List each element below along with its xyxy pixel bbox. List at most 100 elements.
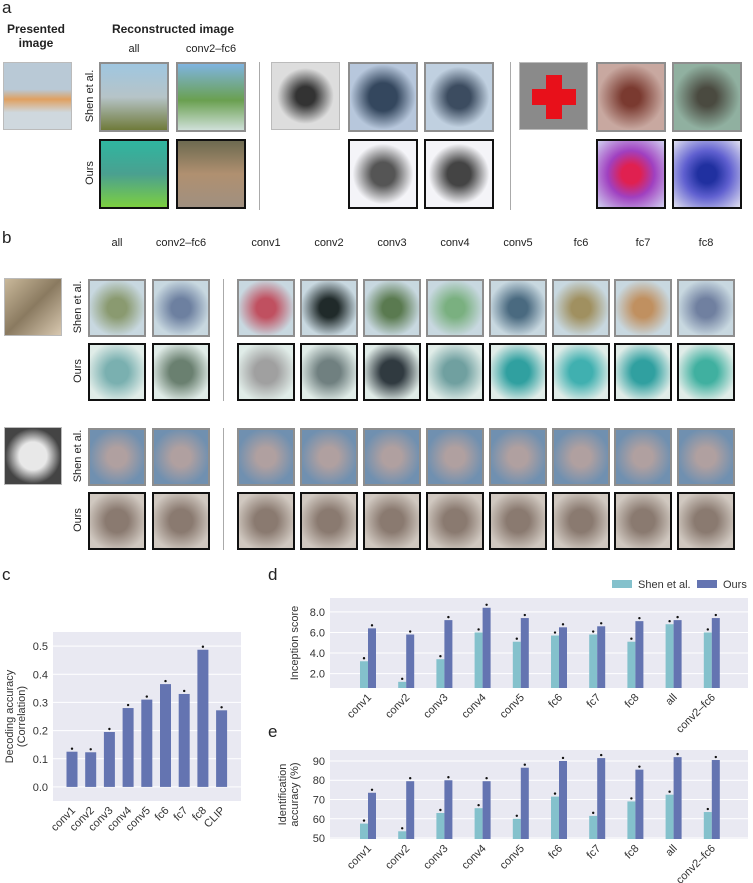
data-point	[362, 657, 366, 660]
recon-ours-fc8	[677, 343, 735, 401]
bar-shen-conv5	[512, 818, 521, 839]
data-point	[676, 752, 679, 756]
bar-shen-fc8	[627, 641, 636, 688]
recon-shen-fc8	[677, 279, 735, 337]
data-point	[523, 763, 526, 766]
bar-shen-conv4	[474, 632, 483, 688]
data-point	[600, 753, 603, 757]
bar-conv2	[85, 752, 97, 787]
recon-ours-c2fc6-3	[672, 139, 742, 209]
data-point	[515, 814, 518, 817]
legend-swatch-ours	[697, 580, 717, 588]
x-tick-label-fc8: fc8	[623, 843, 642, 862]
bar-ours-conv2–fc6	[711, 760, 720, 839]
recon-ours-all	[88, 492, 146, 550]
recon-ours-all-3	[596, 139, 666, 209]
bar-shen-conv1	[360, 661, 368, 688]
data-point	[485, 777, 488, 780]
recon-ours-c2fc6	[176, 139, 246, 209]
col-label-conv2–fc6: conv2–fc6	[155, 237, 207, 249]
y-tick-label: 0.5	[33, 641, 48, 653]
data-point	[515, 637, 518, 640]
recon-shen-conv5	[489, 279, 547, 337]
bar-shen-conv1	[360, 823, 368, 839]
panel-label-b: b	[2, 228, 12, 247]
data-point	[485, 603, 488, 606]
recon-ours-conv5	[489, 343, 547, 401]
data-point	[630, 637, 633, 640]
data-point	[638, 765, 641, 768]
data-point	[714, 755, 717, 759]
recon-shen-conv5	[489, 428, 547, 486]
recon-shen-fc7	[614, 428, 672, 486]
bar-shen-conv3	[436, 812, 445, 839]
recon-shen-all-3	[596, 62, 666, 132]
recon-shen-fc8	[677, 428, 735, 486]
recon-ours-all	[88, 343, 146, 401]
bar-ours-fc6	[559, 760, 567, 839]
bar-ours-conv4	[482, 781, 491, 839]
x-tick-label-fc6: fc6	[153, 805, 172, 824]
recon-shen-conv2	[300, 428, 358, 486]
divider	[223, 428, 224, 550]
recon-ours-conv2–fc6	[152, 343, 210, 401]
col-label-conv1: conv1	[251, 237, 281, 249]
x-tick-label-conv3: conv3	[421, 692, 450, 721]
bar-ours-conv5	[520, 767, 529, 839]
bar-shen-conv3	[436, 659, 445, 688]
recon-shen-conv2–fc6	[152, 279, 210, 337]
legend-swatch-shen	[612, 580, 632, 588]
divider	[259, 62, 260, 210]
recon-ours-conv3	[363, 492, 421, 550]
data-point	[630, 797, 633, 800]
data-point	[706, 807, 709, 811]
y-tick-label: 90	[313, 756, 325, 768]
recon-ours-conv1	[237, 492, 295, 550]
recon-ours-conv3	[363, 343, 421, 401]
legend-label-ours: Ours	[723, 579, 747, 591]
recon-ours-all	[99, 139, 169, 209]
recon-shen-all	[88, 428, 146, 486]
recon-shen-conv3	[363, 428, 421, 486]
col-label-conv5: conv5	[503, 237, 533, 249]
bar-conv3	[103, 731, 115, 787]
data-point	[439, 808, 442, 812]
y-tick-label: 50	[313, 833, 325, 845]
col-label-fc6: fc6	[573, 237, 589, 249]
bar-shen-fc6	[551, 796, 559, 839]
data-point	[706, 628, 709, 631]
x-tick-label-conv4: conv4	[459, 692, 488, 721]
data-point	[409, 777, 412, 780]
bar-shen-conv5	[512, 641, 521, 688]
y-axis-label: Identification	[277, 764, 289, 826]
recon-ours-c2fc6-2	[424, 139, 494, 209]
panel-label-d: d	[268, 565, 278, 584]
y-tick-label: 0.1	[33, 754, 48, 766]
x-tick-label-conv2–fc6: conv2–fc6	[674, 692, 718, 736]
y-axis-label: accuracy (%)	[289, 762, 301, 826]
y-tick-label: 0.4	[33, 669, 48, 681]
y-tick-label: 70	[313, 795, 325, 807]
bar-conv4	[122, 708, 134, 787]
data-point	[561, 756, 565, 760]
recon-shen-fc7	[614, 279, 672, 337]
x-tick-label-all: all	[663, 692, 679, 708]
x-tick-label-conv2: conv2	[383, 692, 412, 721]
data-point	[220, 706, 223, 709]
x-tick-label-fc8: fc8	[623, 692, 642, 711]
data-point	[401, 677, 404, 681]
bar-ours-fc8	[635, 621, 644, 688]
y-tick-label: 6.0	[310, 627, 325, 639]
x-tick-label-conv2–fc6: conv2–fc6	[674, 843, 718, 883]
col-label-conv3: conv3	[377, 237, 407, 249]
data-point	[447, 615, 450, 619]
recon-ours-conv2	[300, 492, 358, 550]
bar-fc7	[178, 693, 190, 787]
recon-ours-conv4	[426, 492, 484, 550]
presented-image-snowmobile	[271, 62, 340, 130]
presented-image-red-cross	[519, 62, 588, 130]
bar-ours-conv3	[444, 780, 453, 839]
presented-image-insect	[4, 278, 62, 336]
bar-conv5	[141, 699, 153, 787]
data-point	[370, 788, 374, 791]
